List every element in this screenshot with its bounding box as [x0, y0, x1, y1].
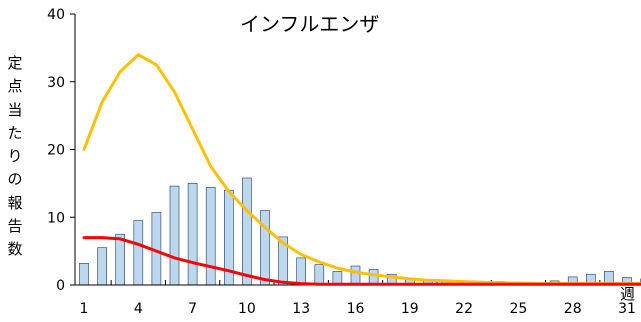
- bar: [97, 247, 107, 286]
- x-tick-label: 22: [455, 301, 473, 317]
- y-tick-label: 30: [47, 75, 65, 91]
- bar: [187, 183, 198, 286]
- bar: [169, 185, 180, 286]
- y-axis-label-char: 定: [7, 54, 23, 72]
- bar: [260, 210, 270, 286]
- y-axis-label-char: 数: [7, 240, 23, 259]
- bar: [350, 265, 361, 286]
- series-line: [82, 236, 641, 286]
- y-tick-label: 0: [56, 278, 65, 294]
- x-tick-label: 13: [292, 301, 310, 317]
- bar: [368, 269, 379, 286]
- bar: [314, 264, 325, 286]
- x-tick-label: 28: [564, 301, 582, 317]
- y-axis-label: 定 点 当 た り の 報 告 数: [4, 52, 26, 262]
- bar: [79, 262, 89, 286]
- y-axis-label-char: た: [7, 123, 23, 142]
- x-tick-label: 1: [80, 301, 89, 317]
- series-line: [82, 53, 641, 286]
- bar: [115, 233, 125, 286]
- x-tick-label: 4: [134, 301, 143, 317]
- y-axis-label-char: 当: [7, 100, 23, 119]
- y-axis-label-char: り: [7, 147, 23, 166]
- x-tick-label: 31: [618, 301, 636, 317]
- x-tick-label: 7: [188, 301, 197, 317]
- x-tick-label: 16: [347, 301, 365, 317]
- y-axis-label-char: 点: [7, 77, 23, 96]
- x-tick-label: 19: [401, 301, 419, 317]
- chart-title: インフルエンザ: [240, 12, 380, 36]
- bar: [205, 187, 216, 286]
- bar: [296, 257, 307, 286]
- bar: [242, 177, 252, 286]
- x-tick-label: 10: [238, 301, 256, 317]
- y-tick-label: 10: [47, 210, 65, 226]
- bar: [133, 220, 144, 286]
- y-tick-label: 20: [47, 143, 65, 159]
- x-tick-label: 25: [509, 301, 527, 317]
- y-axis-label-char: の: [7, 170, 23, 189]
- y-tick-label: 40: [47, 7, 65, 23]
- x-axis-label: 週: [620, 285, 636, 303]
- y-axis-label-char: 告: [7, 217, 23, 236]
- y-axis-label-char: 報: [7, 193, 23, 212]
